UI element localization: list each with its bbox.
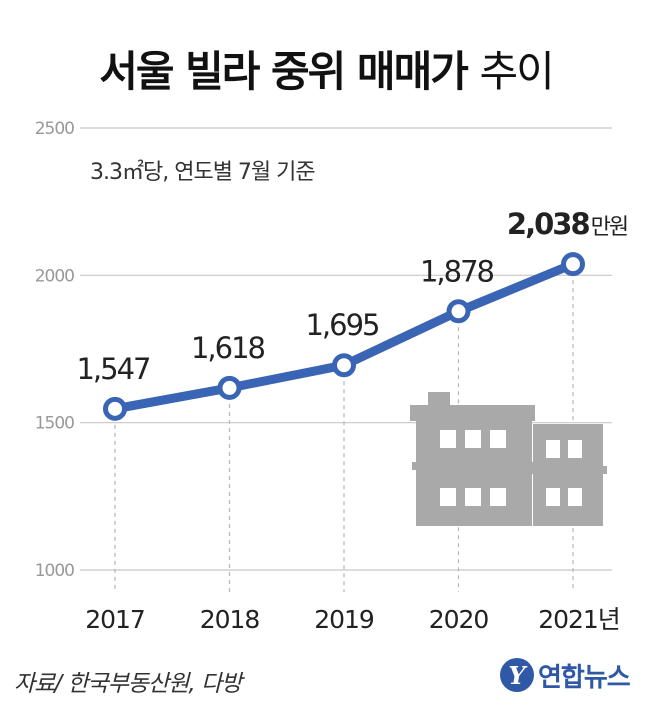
- x-tick-label: 2017: [85, 605, 145, 634]
- data-point: [446, 299, 471, 324]
- grid-layer: [80, 127, 612, 571]
- y-tick-layer: 2500 2000 1500 1000: [35, 119, 75, 581]
- data-point: [217, 375, 242, 400]
- x-tick-label: 2019: [314, 605, 374, 634]
- point-layer: [103, 252, 585, 421]
- y-tick-label: 2000: [35, 266, 74, 286]
- data-label-value: 1,695: [305, 308, 378, 342]
- data-label-unit: 만원: [591, 215, 627, 240]
- data-label: 1,618: [191, 331, 265, 365]
- y-tick-label: 1500: [35, 414, 74, 434]
- x-tick-layer: 2017 2018 2019 2020 2021년: [85, 605, 621, 634]
- x-tick-label: 2018: [200, 605, 260, 634]
- building-right-ledge: [529, 466, 607, 474]
- source-note: 자료/ 한국부동산원, 다방: [14, 671, 242, 697]
- building-right: [533, 424, 603, 526]
- chart-title-suffix: 추이: [479, 47, 554, 96]
- data-label-value: 1,618: [191, 331, 265, 365]
- data-label: 2,038만원: [507, 207, 627, 241]
- chart-title: 서울 빌라 중위 매매가 추이: [0, 38, 652, 99]
- data-label-value: 2,038: [507, 207, 590, 241]
- data-label: 1,547: [76, 352, 149, 386]
- brand-name: 연합뉴스: [538, 662, 631, 693]
- x-tick-label: 2020: [429, 605, 489, 634]
- y-tick-label: 1000: [35, 561, 74, 581]
- data-label: 1,695: [305, 308, 378, 342]
- data-point: [103, 396, 127, 421]
- data-label-value: 1,878: [420, 254, 494, 288]
- brand-logo: Y 연합뉴스: [500, 655, 631, 695]
- data-label: 1,878: [420, 254, 494, 288]
- x-tick-label: 2021년: [538, 605, 620, 634]
- brand-mark-icon: Y: [500, 658, 534, 692]
- building-illustration: [410, 392, 607, 526]
- chart-title-main: 서울 빌라 중위 매매가: [99, 47, 469, 96]
- chart-subtitle: 3.3㎡당, 연도별 7월 기준: [90, 159, 315, 185]
- data-label-layer: 1,547 1,618 1,695 1,878 2,038만원: [76, 207, 629, 386]
- building-ledge: [412, 462, 540, 470]
- building-roof: [410, 405, 535, 421]
- data-point: [561, 252, 585, 277]
- building-roof-unit: [428, 392, 450, 408]
- data-label-value: 1,547: [76, 352, 149, 386]
- y-tick-label: 2500: [35, 119, 74, 139]
- data-point: [332, 353, 356, 378]
